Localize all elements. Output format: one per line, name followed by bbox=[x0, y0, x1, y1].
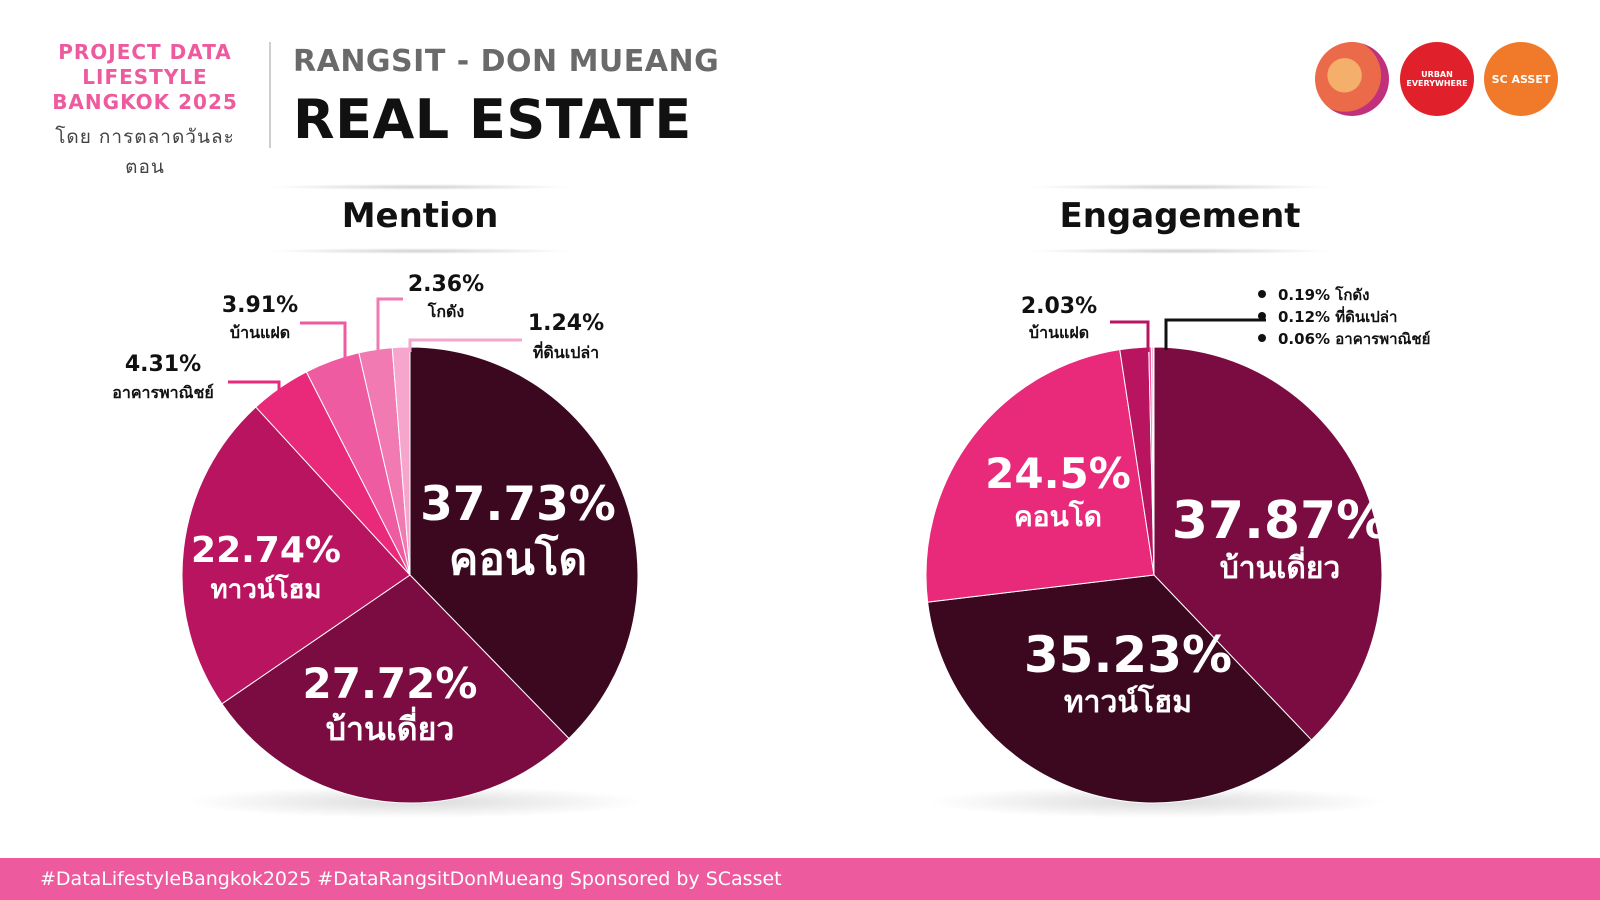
slice-category-label: คอนโด bbox=[449, 532, 587, 585]
urban-everywhere-logo: URBAN EVERYWHERE bbox=[1400, 42, 1474, 116]
engagement-chart-title: Engagement bbox=[1015, 184, 1345, 254]
callout-category-label: อาคารพาณิชย์ bbox=[112, 383, 213, 402]
mention-slice-2 bbox=[181, 406, 411, 705]
slice-value-label: 27.72% bbox=[303, 659, 478, 708]
callout-value-label: 2.03% bbox=[1021, 294, 1097, 319]
slice-category-label: ทาวน์โฮม bbox=[210, 573, 321, 605]
footer-bar: #DataLifestyleBangkok2025 #DataRangsitDo… bbox=[0, 858, 1600, 900]
brand-line-1: PROJECT DATA bbox=[58, 40, 232, 64]
callout-value-label: 2.36% bbox=[408, 272, 484, 297]
footer-hashtags: #DataLifestyleBangkok2025 #DataRangsitDo… bbox=[40, 868, 782, 890]
slice-category-label: บ้านเดี่ยว bbox=[326, 706, 455, 748]
urban-logo-line2: EVERYWHERE bbox=[1406, 79, 1468, 88]
bullet-dot bbox=[1258, 290, 1266, 298]
bullet-dot bbox=[1258, 334, 1266, 342]
lifestyle-logo bbox=[1315, 42, 1389, 116]
engagement-slice-0 bbox=[1153, 346, 1383, 741]
mention-slice-0 bbox=[409, 346, 639, 740]
slice-value-label: 24.5% bbox=[985, 449, 1131, 498]
callout-value-label: 1.24% bbox=[528, 311, 604, 336]
urban-logo-line1: URBAN bbox=[1421, 70, 1453, 79]
engagement-slice-6 bbox=[1152, 346, 1155, 576]
callout-leader-line bbox=[376, 297, 403, 352]
brand-line-3: BANGKOK 2025 bbox=[52, 90, 238, 114]
slice-value-label: 35.23% bbox=[1024, 626, 1232, 684]
engagement-slice-2 bbox=[925, 349, 1155, 603]
slice-category-label: คอนโด bbox=[1014, 499, 1102, 533]
engagement-pie: 37.87%บ้านเดี่ยว 35.23%ทาวน์โฮม 24.5%คอนโด… bbox=[925, 285, 1430, 804]
callout-category-label: ที่ดินเปล่า bbox=[533, 341, 599, 362]
header-divider bbox=[269, 42, 271, 148]
slice-value-label: 37.73% bbox=[420, 477, 616, 532]
small-slices-leader-line bbox=[1164, 318, 1266, 350]
callout-category-label: บ้านแฝด bbox=[1029, 323, 1089, 342]
sc-asset-logo: SC ASSET bbox=[1484, 42, 1558, 116]
small-slice-label: 0.19% โกดัง bbox=[1278, 285, 1369, 304]
slice-value-label: 22.74% bbox=[191, 530, 341, 571]
callout-category-label: โกดัง bbox=[427, 301, 464, 321]
brand-line-2: LIFESTYLE bbox=[82, 65, 208, 89]
callout-leader-line bbox=[300, 321, 347, 360]
page-title: REAL ESTATE bbox=[293, 88, 692, 151]
engagement-slice-1 bbox=[927, 574, 1313, 804]
brand-by-line: โดย การตลาดวันละตอน bbox=[55, 126, 235, 178]
callout-leader-line bbox=[1110, 320, 1150, 352]
callout-value-label: 4.31% bbox=[125, 352, 201, 377]
mention-pie: 37.73%คอนโด 27.72%บ้านเดี่ยว 22.74%ทาวน์โฮ… bbox=[112, 272, 639, 804]
page-subtitle: RANGSIT - DON MUEANG bbox=[293, 44, 720, 79]
small-slice-label: 0.12% ที่ดินเปล่า bbox=[1278, 306, 1397, 326]
callout-leader-line bbox=[408, 338, 522, 352]
mention-slice-1 bbox=[221, 574, 570, 804]
callout-value-label: 3.91% bbox=[222, 293, 298, 318]
brand-title: PROJECT DATA LIFESTYLE BANGKOK 2025 bbox=[40, 40, 250, 115]
mention-chart-title: Mention bbox=[255, 184, 585, 254]
small-slice-label: 0.06% อาคารพาณิชย์ bbox=[1278, 330, 1430, 348]
slice-category-label: ทาวน์โฮม bbox=[1064, 683, 1192, 720]
callout-leader-line bbox=[228, 380, 281, 392]
callout-category-label: บ้านแฝด bbox=[230, 323, 290, 342]
bullet-dot bbox=[1258, 312, 1266, 320]
slice-category-label: บ้านเดี่ยว bbox=[1220, 546, 1341, 586]
slice-value-label: 37.87% bbox=[1172, 491, 1389, 551]
